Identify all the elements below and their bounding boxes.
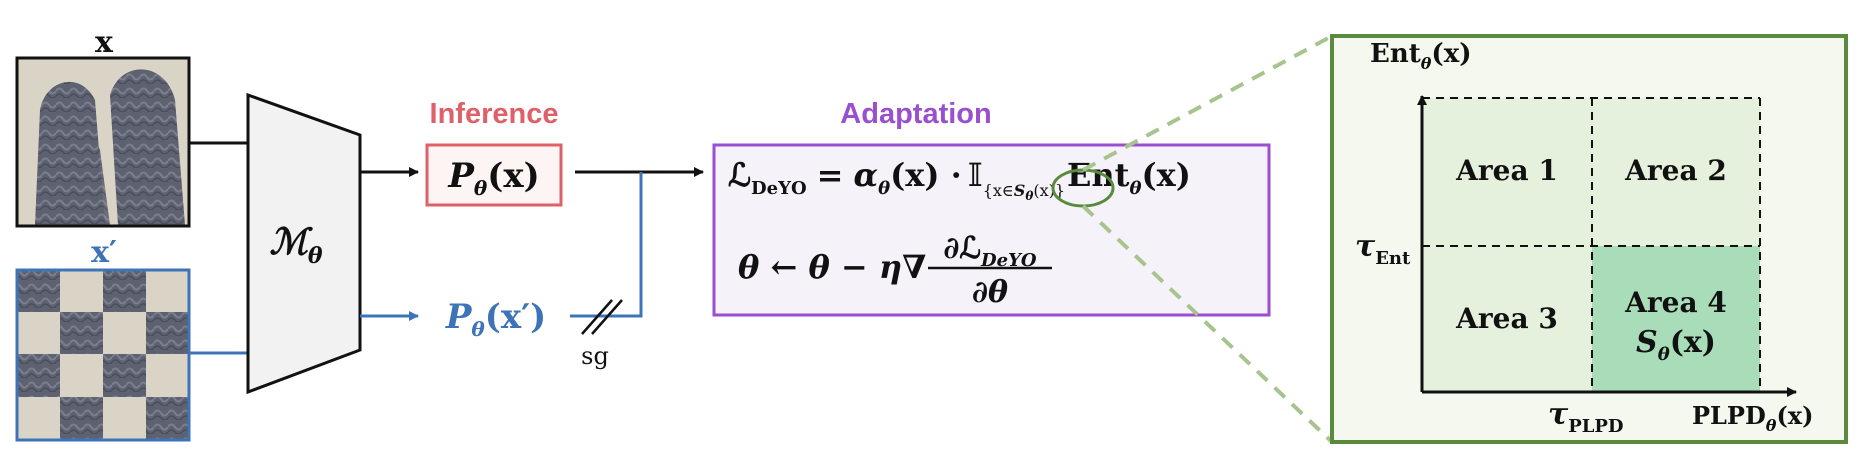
area-3-label: Area 3 xyxy=(1455,302,1558,335)
inference-output: Pθ(x) xyxy=(447,156,539,200)
y-axis-label: Entθ(x) xyxy=(1370,39,1472,73)
model-block: ℳθ xyxy=(246,92,362,395)
input-x-label: x xyxy=(95,25,114,60)
deyo-loss-equation: ℒDeYO = αθ(x) · 𝕀{x∈Sθ(x)}Entθ(x) xyxy=(728,156,1191,203)
stop-gradient-label: sg xyxy=(581,342,609,370)
inference-box xyxy=(425,143,563,207)
tau-ent-label: τEnt xyxy=(1355,229,1411,269)
x-axis-label: PLPDθ(x) xyxy=(1692,401,1813,435)
inference-title: Inference xyxy=(430,98,559,130)
input-x-prime-label: x′ xyxy=(91,235,117,270)
area-4-region xyxy=(1592,246,1760,392)
stop-gradient-mark xyxy=(581,299,623,335)
zoom-line-bottom xyxy=(1081,204,1334,444)
input-image-x xyxy=(15,56,191,228)
area-2-label: Area 2 xyxy=(1624,154,1727,187)
model-sub: θ xyxy=(308,243,323,269)
update-rule-lhs: θ ← θ − η∇ xyxy=(738,248,926,286)
area-2-region xyxy=(1592,98,1760,246)
area-1-region xyxy=(1422,98,1592,246)
input-image-x-prime xyxy=(15,268,191,442)
area-4-set-label: Sθ(x) xyxy=(1636,325,1716,365)
svg-text:ℳθ: ℳθ xyxy=(269,221,323,269)
update-rule-denominator: ∂θ xyxy=(972,275,1008,310)
update-rule-numerator: ∂ℒDeYO xyxy=(943,231,1037,271)
area-3-region xyxy=(1422,246,1592,392)
threshold-lines xyxy=(1422,97,1761,392)
tau-plpd-label: τPLPD xyxy=(1548,397,1624,437)
augmented-path xyxy=(570,172,643,318)
area-4-label: Area 4 xyxy=(1624,286,1727,319)
model-label: ℳ xyxy=(269,221,313,263)
augmented-output: Pθ(x′) xyxy=(445,297,546,341)
adaptation-title: Adaptation xyxy=(840,98,991,130)
area-1-label: Area 1 xyxy=(1455,154,1558,187)
adaptation-box xyxy=(712,143,1271,317)
